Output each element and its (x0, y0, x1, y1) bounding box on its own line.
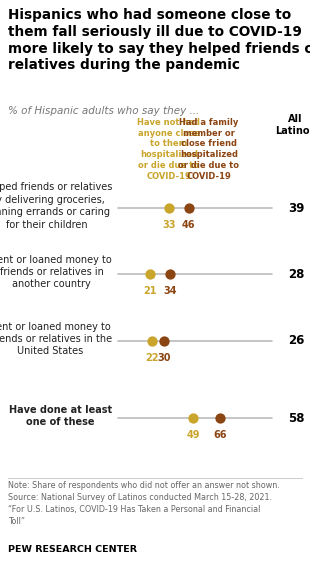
Point (148, 269, 153, 278)
Text: 22: 22 (145, 353, 159, 363)
Text: % of Hispanic adults who say they ...: % of Hispanic adults who say they ... (8, 106, 199, 116)
Text: 26: 26 (288, 335, 304, 348)
Point (149, 336, 154, 345)
Text: Helped friends or relatives
by delivering groceries,
running errands or caring
f: Helped friends or relatives by deliverin… (0, 182, 112, 230)
Text: PEW RESEARCH CENTER: PEW RESEARCH CENTER (8, 545, 137, 554)
Text: 30: 30 (157, 353, 171, 363)
Point (162, 336, 167, 345)
Text: Sent or loaned money to
friends or relatives in the
United States: Sent or loaned money to friends or relat… (0, 321, 112, 357)
Text: 66: 66 (213, 430, 226, 440)
Text: Have not had
anyone close
to them
hospitalized
or die due to
COVID-19: Have not had anyone close to them hospit… (137, 118, 200, 181)
Point (168, 269, 173, 278)
Text: 49: 49 (187, 430, 200, 440)
Text: 28: 28 (288, 268, 304, 281)
Text: Sent or loaned money to
friends or relatives in
another country: Sent or loaned money to friends or relat… (0, 255, 112, 289)
Text: 34: 34 (164, 286, 177, 296)
Text: 33: 33 (162, 220, 175, 230)
Point (191, 414, 196, 423)
Text: Hispanics who had someone close to
them fall seriously ill due to COVID-19
more : Hispanics who had someone close to them … (8, 8, 310, 72)
Point (186, 203, 191, 212)
Text: All
Latinos: All Latinos (275, 114, 310, 136)
Text: 39: 39 (288, 201, 304, 215)
Point (166, 203, 171, 212)
Text: 58: 58 (288, 411, 304, 424)
Text: Have done at least
one of these: Have done at least one of these (9, 405, 112, 427)
Text: Note: Share of respondents who did not offer an answer not shown.
Source: Nation: Note: Share of respondents who did not o… (8, 481, 280, 526)
Text: 46: 46 (182, 220, 196, 230)
Text: Had a family
member or
close friend
hospitalized
or die due to
COVID-19: Had a family member or close friend hosp… (178, 118, 239, 181)
Point (217, 414, 222, 423)
Text: 21: 21 (144, 286, 157, 296)
